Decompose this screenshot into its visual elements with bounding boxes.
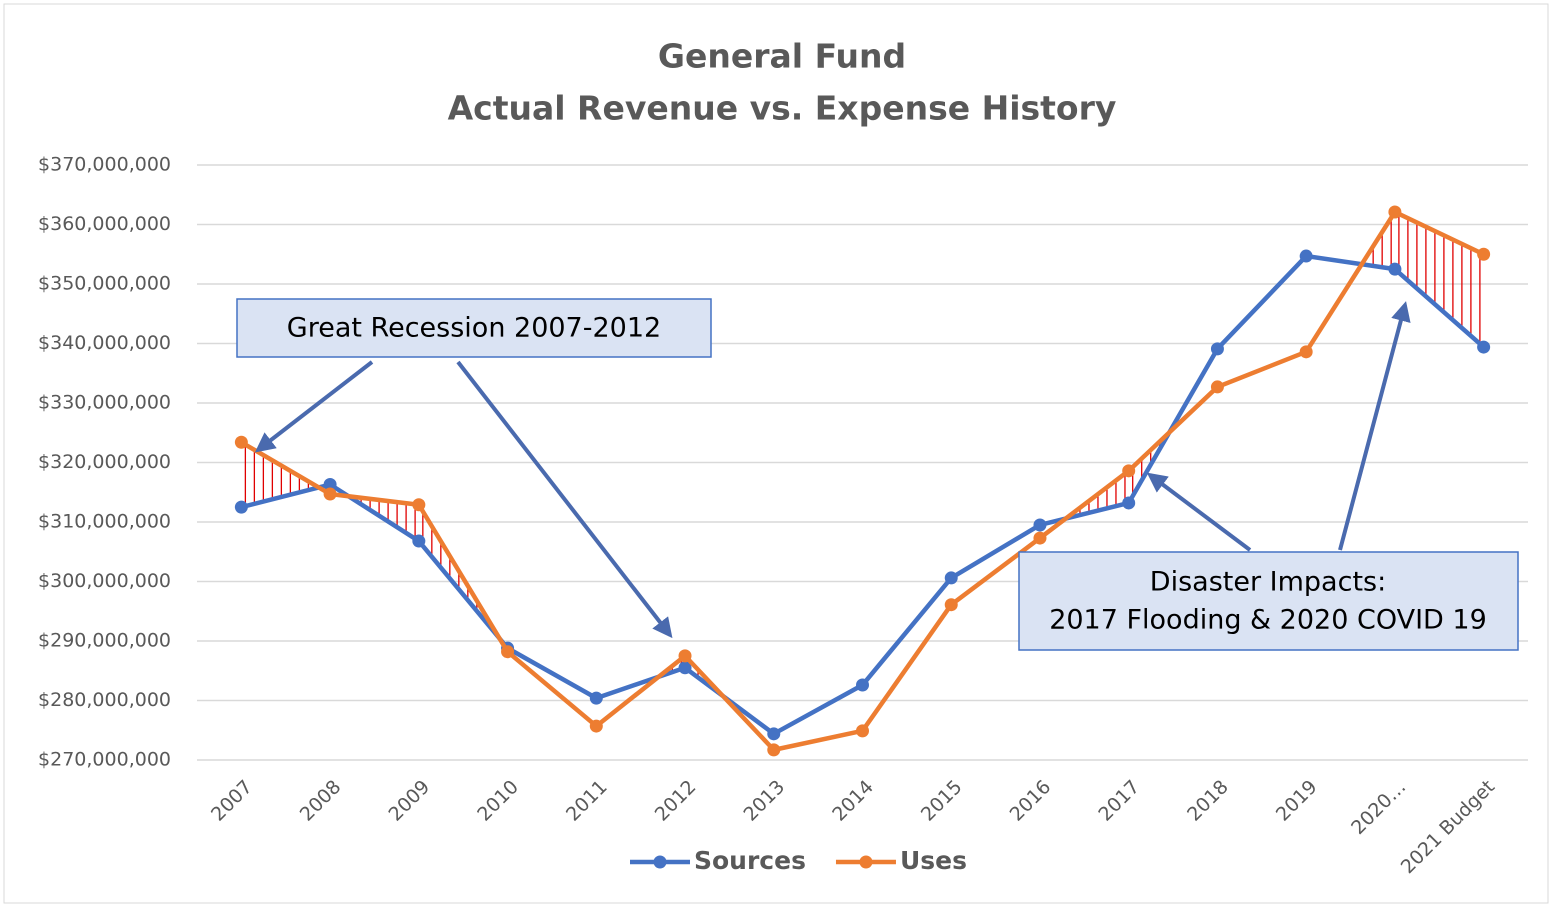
legend-swatch	[653, 855, 667, 869]
chart-border	[3, 3, 1549, 904]
point	[678, 661, 692, 675]
point	[1122, 496, 1136, 510]
point	[678, 649, 692, 663]
legend-label: Sources	[694, 846, 806, 875]
point	[1210, 380, 1224, 394]
annotation: Disaster Impacts:	[1150, 567, 1386, 598]
y-tick-label: $270,000,000	[38, 749, 171, 771]
point	[1388, 205, 1402, 219]
point	[767, 743, 781, 757]
point	[1210, 342, 1224, 356]
point	[1388, 262, 1402, 276]
point	[944, 571, 958, 585]
arrow	[254, 360, 374, 453]
y-tick-label: $280,000,000	[38, 689, 171, 711]
point	[1122, 464, 1136, 478]
point	[944, 598, 958, 612]
y-tick-label: $320,000,000	[38, 451, 171, 473]
point	[1299, 249, 1313, 263]
point	[767, 727, 781, 741]
annotation-box	[236, 298, 712, 358]
y-tick-label: $330,000,000	[38, 392, 171, 414]
y-tick-label: $310,000,000	[38, 511, 171, 533]
point	[1033, 518, 1047, 532]
point	[412, 534, 426, 548]
point	[1477, 247, 1491, 261]
y-tick-label: $300,000,000	[38, 570, 171, 592]
point	[234, 500, 248, 514]
annotation: Great Recession 2007-2012	[287, 313, 661, 344]
point	[323, 478, 337, 492]
point	[1477, 340, 1491, 354]
y-tick-label: $340,000,000	[38, 332, 171, 354]
annotation: 2017 Flooding & 2020 COVID 19	[1049, 605, 1487, 636]
point	[589, 719, 603, 733]
y-tick-label: $370,000,000	[38, 154, 171, 176]
point	[412, 498, 426, 512]
chart-title: General Fund	[658, 37, 906, 76]
chart-subtitle: Actual Revenue vs. Expense History	[448, 89, 1117, 128]
point	[501, 645, 515, 659]
legend-swatch	[859, 855, 873, 869]
arrow	[1146, 472, 1252, 552]
annotation-box	[1018, 551, 1519, 651]
y-tick-label: $290,000,000	[38, 630, 171, 652]
point	[1033, 531, 1047, 545]
point	[323, 487, 337, 501]
arrow	[1338, 301, 1411, 551]
y-tick-label: $350,000,000	[38, 273, 171, 295]
point	[856, 678, 869, 692]
annotations: Great Recession 2007-2012 Disaster Impac…	[236, 298, 1519, 651]
legend-label: Uses	[900, 846, 967, 875]
point	[1299, 345, 1313, 359]
point	[856, 724, 869, 738]
arrow	[456, 360, 673, 639]
y-tick-label: $360,000,000	[38, 213, 171, 235]
point	[589, 691, 603, 705]
point	[234, 435, 248, 449]
